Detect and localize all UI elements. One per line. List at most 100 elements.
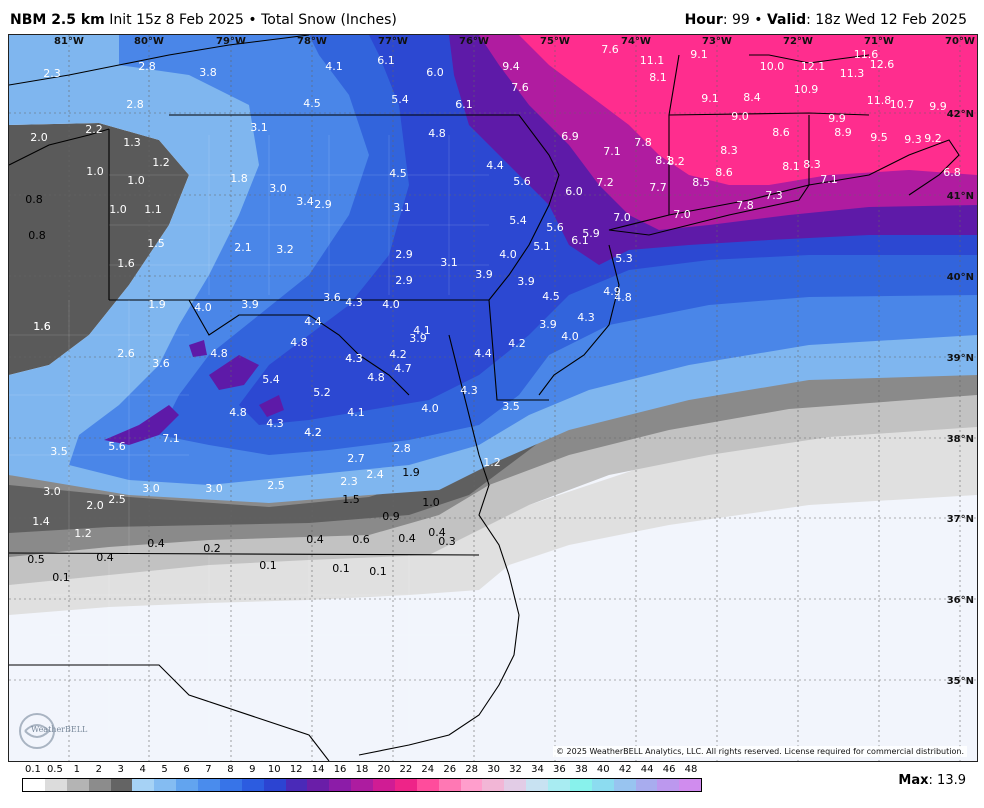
snow-value-label: 3.1 <box>440 256 458 269</box>
snow-value-label: 7.6 <box>511 81 529 94</box>
longitude-label: 70°W <box>945 36 975 47</box>
legend-label: 20 <box>377 764 391 775</box>
snow-value-label: 4.0 <box>382 298 400 311</box>
legend-swatch <box>526 779 548 791</box>
snow-value-label: 4.0 <box>194 301 212 314</box>
snow-value-label: 4.2 <box>304 426 322 439</box>
legend-swatch <box>591 779 614 791</box>
pa-nj-border <box>488 174 560 301</box>
snow-value-label: 5.6 <box>108 440 126 453</box>
max-label: Max <box>898 773 929 788</box>
snow-value-label: 7.2 <box>596 176 614 189</box>
snow-value-label: 10.9 <box>794 83 819 96</box>
snow-value-label: 4.5 <box>542 290 560 303</box>
legend-swatch <box>394 779 417 791</box>
va-nc-border <box>9 552 480 556</box>
vt-nh <box>749 54 870 64</box>
snow-value-label: 2.9 <box>395 248 413 261</box>
legend-label: 36 <box>553 764 566 775</box>
ne-coast <box>808 139 960 196</box>
snow-value-label: 3.0 <box>205 482 223 495</box>
snow-value-label: 6.0 <box>426 66 444 79</box>
snow-value-label: 6.9 <box>561 130 579 143</box>
snow-value-label: 4.3 <box>345 352 363 365</box>
snow-value-label: 1.0 <box>86 165 104 178</box>
legend-swatch <box>307 779 330 791</box>
snow-value-label: 4.1 <box>413 324 431 337</box>
snow-value-label: 4.5 <box>389 167 407 180</box>
snow-value-label: 4.2 <box>304 426 322 439</box>
snow-value-label: 12.1 <box>801 60 826 73</box>
legend-swatch <box>635 779 658 791</box>
snow-value-label: 9.4 <box>502 60 520 73</box>
snowfall-map: 81°W 80°W 79°W 78°W 77°W 76°W 75°W 74°W 73°W 72°W… <box>8 34 978 762</box>
legend-label: 28 <box>465 764 479 775</box>
title-separator: • <box>248 12 257 28</box>
legend-swatch <box>285 779 308 791</box>
snow-value-label: 1.2 <box>483 456 501 469</box>
legend-label: 12 <box>289 764 303 775</box>
longitude-label: 71°W <box>864 36 894 47</box>
snow-value-label: 7.8 <box>634 136 652 149</box>
snow-band-pink <box>519 35 977 185</box>
legend-label: 1 <box>73 764 81 775</box>
snow-value-label: 1.0 <box>109 203 127 216</box>
legend-swatch <box>88 779 111 791</box>
legend-label: 0.1 <box>25 764 41 775</box>
legend-label: 3 <box>117 764 124 775</box>
snow-value-label: 1.6 <box>33 320 51 333</box>
snow-value-label: 1.1 <box>144 203 162 216</box>
snow-value-label: 7.0 <box>613 211 631 224</box>
longitude-label: 80°W <box>134 36 164 47</box>
latitude-label: 38°N <box>947 434 974 445</box>
snow-value-label: 2.3 <box>43 67 61 80</box>
snow-value-label: 3.9 <box>517 275 535 288</box>
legend-swatch <box>110 779 133 791</box>
legend-labels: 0.1 0.5 1 2 3 4 5 6 7 8 9 10 12 14 16 18 20 22 24 26 28 30 32 3… <box>22 764 702 778</box>
legend-swatch <box>679 779 702 791</box>
snow-blob-purple-2 <box>209 355 259 390</box>
great-lakes-shore <box>9 35 310 86</box>
legend-swatch <box>504 779 527 791</box>
legend-label: 22 <box>399 764 413 775</box>
latitude-labels: 42°N 41°N 40°N 39°N 38°N 37°N 36°N 35°N <box>947 109 974 687</box>
snow-value-label: 2.5 <box>267 479 285 492</box>
longitude-label: 75°W <box>540 36 570 47</box>
snow-value-label: 3.4 <box>296 195 314 208</box>
snow-value-label: 4.0 <box>561 330 579 343</box>
snow-value-label: 4.4 <box>474 347 492 360</box>
snow-value-label: 0.6 <box>352 533 370 546</box>
snow-value-label: 1.9 <box>402 466 420 479</box>
map-title: NBM 2.5 km Init 15z 8 Feb 2025 • Total S… <box>10 12 397 28</box>
snow-value-label: 8.4 <box>743 91 761 104</box>
snow-value-label: 11.8 <box>867 94 892 107</box>
valid-separator: • <box>754 12 763 28</box>
snow-value-label: 0.5 <box>27 553 45 566</box>
legend-label: 40 <box>596 764 610 775</box>
snow-value-label: 6.1 <box>455 98 473 111</box>
longitude-label: 81°W <box>54 36 84 47</box>
snow-value-label: 4.8 <box>367 371 385 384</box>
legend-label: 44 <box>640 764 654 775</box>
snow-value-label: 4.3 <box>345 296 363 309</box>
longitude-label: 76°W <box>459 36 489 47</box>
snow-blob-purple-1 <box>104 405 179 445</box>
snow-value-label: 8.3 <box>803 158 821 171</box>
snow-value-label: 1.6 <box>33 320 51 333</box>
legend-swatch <box>154 779 177 791</box>
snow-value-label: 0.4 <box>147 537 165 550</box>
legend-label: 26 <box>443 764 457 775</box>
snow-value-label: 4.0 <box>421 402 439 415</box>
snow-value-label: 1.9 <box>148 298 166 311</box>
legend-label: 8 <box>227 764 234 775</box>
latitude-label: 40°N <box>947 272 974 283</box>
legend-label: 18 <box>355 764 369 775</box>
legend-swatch <box>416 779 439 791</box>
ny-pa-border <box>169 114 560 176</box>
snow-value-label: 6.1 <box>571 234 589 247</box>
color-scale-legend: 0.1 0.5 1 2 3 4 5 6 7 8 9 10 12 14 16 18 20 22 24 26 28 30 32 3… <box>22 764 702 804</box>
snow-value-label: 4.1 <box>347 406 365 419</box>
init-time: Init 15z 8 Feb 2025 <box>109 12 244 28</box>
snow-value-label: 11.3 <box>840 67 865 80</box>
legend-swatch <box>329 779 352 791</box>
